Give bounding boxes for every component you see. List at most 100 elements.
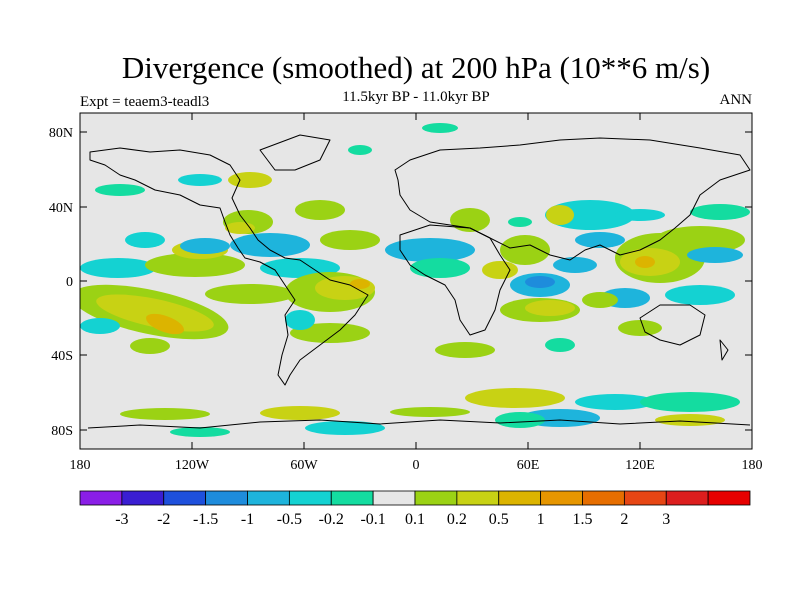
contour-patch	[655, 226, 745, 254]
divergence-fill	[80, 123, 750, 437]
colorbar-label: -0.5	[277, 511, 302, 528]
lon-tick-label: 120W	[175, 458, 210, 473]
contour-patch	[495, 412, 545, 428]
contour-patch	[553, 257, 597, 273]
colorbar-label: -1	[241, 511, 254, 528]
contour-patch	[410, 258, 470, 278]
colorbar-swatch	[372, 490, 416, 506]
lon-tick-label: 180	[742, 458, 763, 473]
contour-patch	[96, 294, 214, 332]
lat-tick-label: 40N	[49, 201, 73, 216]
greenland-outline	[259, 134, 331, 171]
colorbar-label: 0.1	[405, 511, 425, 528]
contour-patch	[205, 284, 295, 304]
lon-tick-label: 0	[413, 458, 420, 473]
colorbar-swatch	[79, 490, 123, 506]
new-zealand-outline	[719, 339, 729, 361]
contour-patch	[350, 279, 370, 289]
colorbar-label: 2	[620, 511, 628, 528]
contour-patch	[260, 406, 340, 420]
longitude-axis: 180 120W 60W 0 60E 120E 180	[70, 113, 763, 473]
contour-patch	[385, 238, 475, 262]
colorbar-label: -0.2	[319, 511, 344, 528]
contour-patch	[525, 300, 575, 316]
contour-patch	[482, 261, 518, 279]
colorbar-swatch	[414, 490, 458, 506]
map-background	[80, 113, 752, 449]
colorbar-swatch	[623, 490, 667, 506]
contour-patch	[575, 232, 625, 248]
contour-patch	[640, 392, 740, 412]
colorbar-swatch	[163, 490, 207, 506]
colorbar: -3 -2 -1.5 -1 -0.5 -0.2 -0.1 0.1 0.2 0.5 1 1.5 2 3	[79, 490, 751, 528]
contour-patch	[390, 407, 470, 417]
contour-patch	[500, 235, 550, 265]
lon-tick-label: 180	[70, 458, 91, 473]
contour-patch	[655, 414, 725, 426]
contour-patch	[635, 256, 655, 268]
colorbar-swatch	[121, 490, 165, 506]
lat-tick-label: 80N	[49, 126, 73, 141]
contour-patch	[178, 174, 222, 186]
colorbar-label: -3	[115, 511, 128, 528]
contour-patch	[575, 394, 655, 410]
contour-patch	[665, 285, 735, 305]
antarctica-outline	[87, 419, 751, 429]
lat-tick-label: 40S	[51, 349, 73, 364]
contour-patch	[422, 123, 458, 133]
contour-patch	[290, 323, 370, 343]
contour-patch	[125, 232, 165, 248]
plot-title: Divergence (smoothed) at 200 hPa (10**6 …	[121, 50, 711, 85]
australia-outline	[639, 304, 706, 346]
coastlines	[87, 134, 751, 429]
latitude-axis: 80N 40N 0 40S 80S	[49, 126, 752, 439]
time-range-subtitle: 11.5kyr BP - 11.0kyr BP	[342, 89, 490, 105]
colorbar-label: -0.1	[360, 511, 385, 528]
colorbar-label: 3	[662, 511, 670, 528]
colorbar-label: -1.5	[193, 511, 218, 528]
season-label: ANN	[719, 92, 753, 108]
contour-patch	[95, 184, 145, 196]
contour-patch	[435, 342, 495, 358]
contour-patch	[582, 292, 618, 308]
lat-tick-label: 80S	[51, 424, 73, 439]
colorbar-swatch	[665, 490, 709, 506]
contour-patch	[295, 200, 345, 220]
colorbar-label: -2	[157, 511, 170, 528]
americas-outline	[89, 147, 369, 386]
colorbar-label: 1	[537, 511, 545, 528]
contour-patch	[546, 205, 574, 225]
contour-patch	[228, 172, 272, 188]
contour-patch	[615, 209, 665, 221]
colorbar-label: 0.5	[489, 511, 509, 528]
colorbar-swatch	[456, 490, 500, 506]
contour-patch	[80, 258, 156, 278]
colorbar-swatch	[540, 490, 583, 506]
contour-patch	[687, 247, 743, 263]
contour-patch	[120, 408, 210, 420]
contour-patch	[80, 318, 120, 334]
contour-patch	[170, 427, 230, 437]
contour-patch	[230, 233, 310, 257]
colorbar-swatch	[247, 490, 290, 506]
contour-patch	[146, 313, 184, 335]
colorbar-label: 0.2	[447, 511, 467, 528]
lon-tick-label: 120E	[625, 458, 655, 473]
contour-patch	[285, 310, 315, 330]
contour-patch	[320, 230, 380, 250]
contour-patch	[545, 338, 575, 352]
contour-patch	[145, 253, 245, 277]
contour-patch	[508, 217, 532, 227]
colorbar-swatch	[330, 490, 374, 506]
colorbar-swatch	[288, 490, 332, 506]
colorbar-swatch	[498, 490, 542, 506]
colorbar-swatch	[582, 490, 625, 506]
contour-patch	[180, 238, 230, 254]
experiment-label: Expt = teaem3-teadl3	[80, 94, 210, 110]
lat-tick-label: 0	[66, 275, 73, 290]
contour-patch	[618, 320, 662, 336]
africa-outline	[399, 224, 511, 336]
contour-patch	[465, 388, 565, 408]
colorbar-swatch	[707, 490, 751, 506]
